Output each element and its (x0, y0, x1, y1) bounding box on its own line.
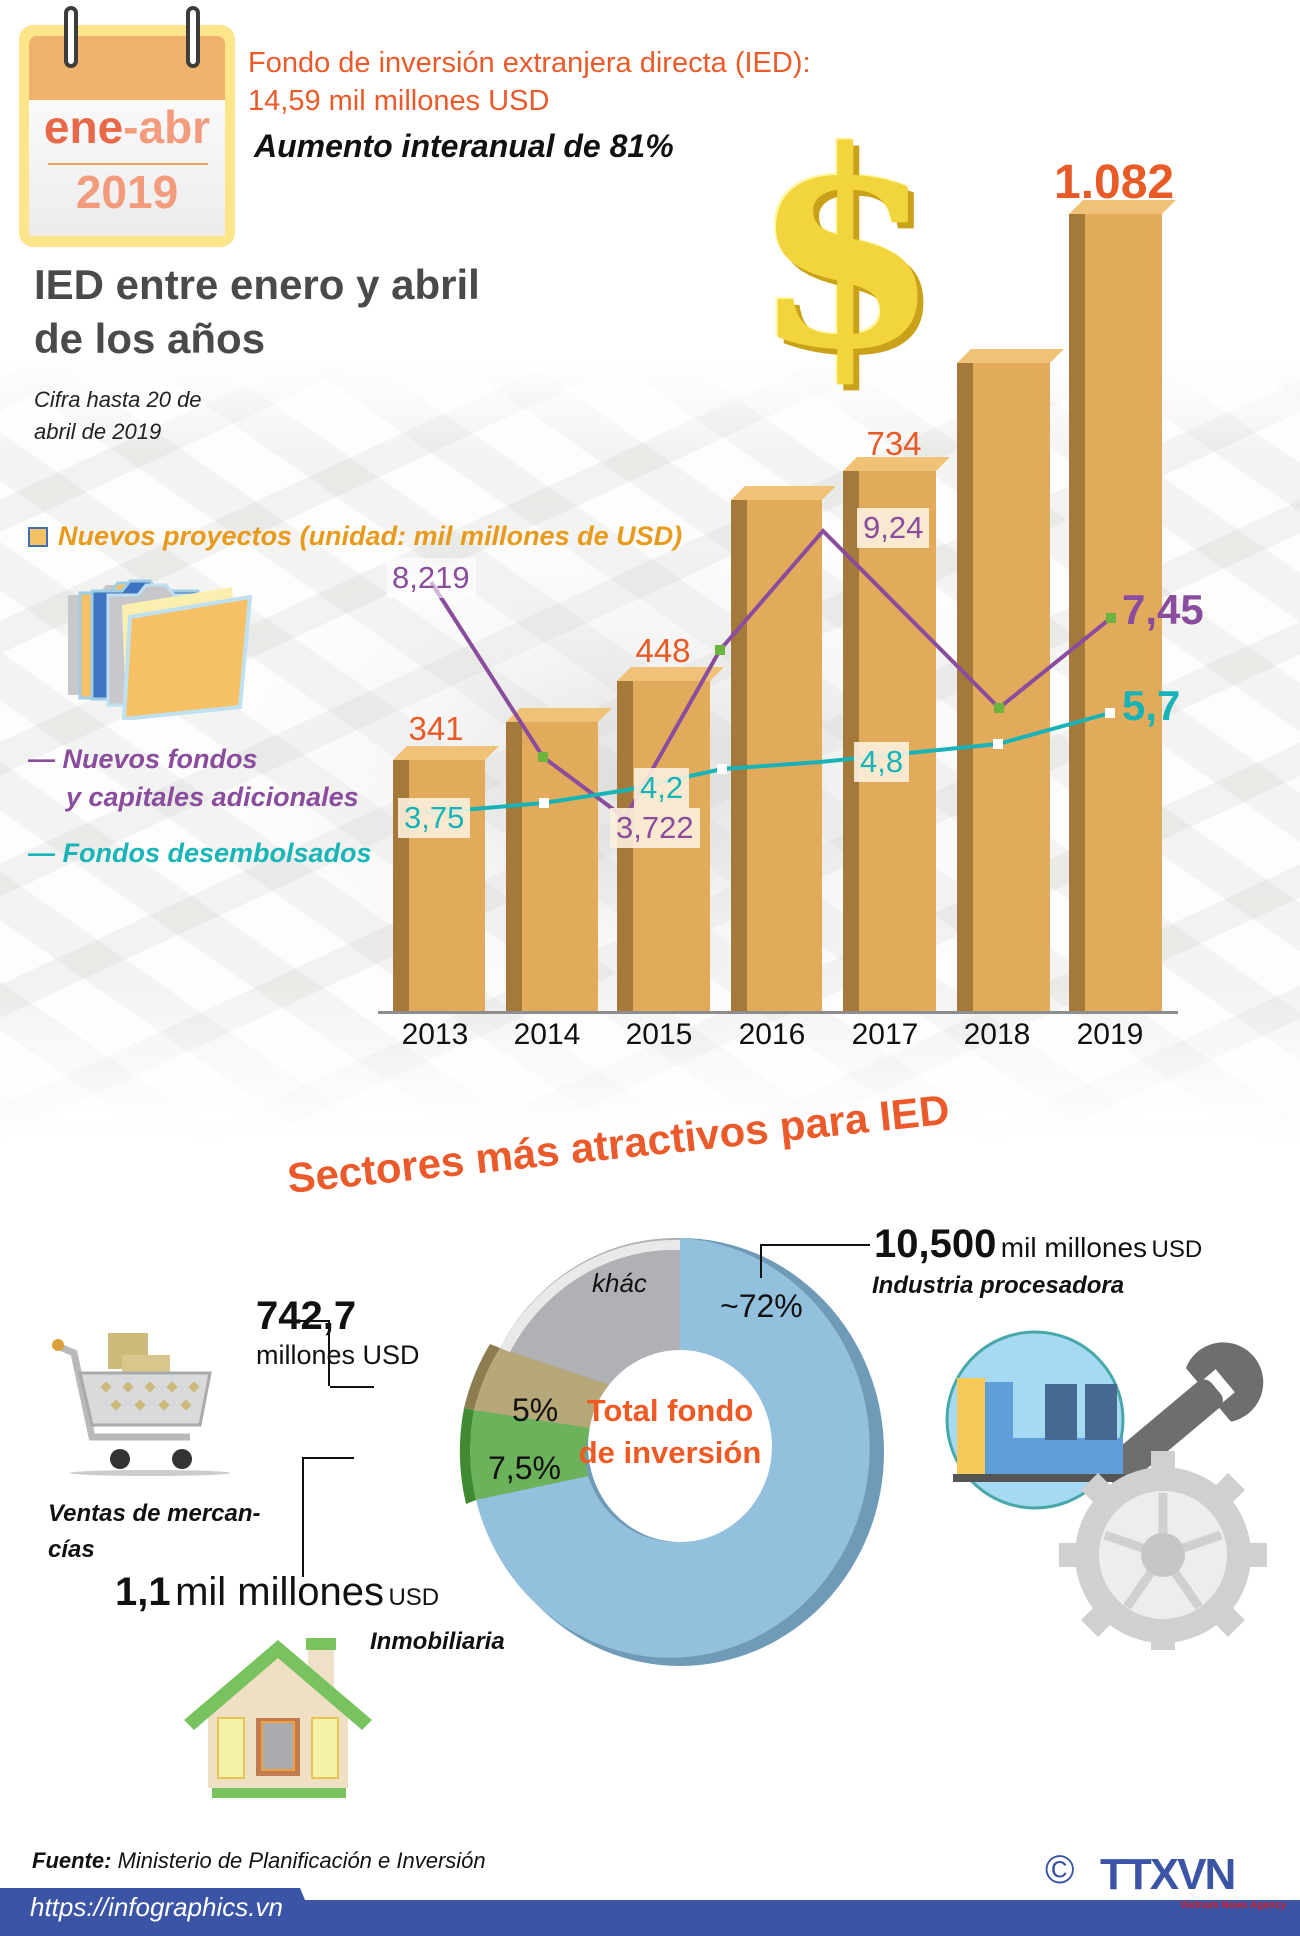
donut-center-label: Total fondo de inversión (560, 1390, 780, 1474)
bar-2014 (506, 722, 598, 1012)
legend-projects: Nuevos proyectos (unidad: mil millones d… (28, 521, 682, 552)
x-tick-2018: 2018 (963, 1018, 1031, 1051)
bar-label-2013: 341 (408, 710, 464, 747)
legend-disbursed: — Fondos desembolsados (28, 838, 372, 868)
chart-title: IED entre enero y abril de los años (34, 258, 480, 366)
manufacturing-amount: 10,500 (874, 1222, 997, 1266)
x-tick-2016: 2016 (738, 1018, 806, 1051)
legend-square-icon (28, 526, 48, 547)
house-icon (184, 1638, 372, 1798)
manufacturing-unit: mil millones (1000, 1232, 1148, 1263)
bar-2019 (1069, 214, 1162, 1012)
fdi-total-value: 14,59 mil millones USD (248, 85, 550, 117)
legend-new-funds-line2: y capitales adicionales (66, 782, 359, 812)
purple-label-2015: 3,722 (610, 808, 700, 848)
bar-label-2019: 1.082 (1054, 156, 1175, 209)
purple-label-2017: 9,24 (857, 508, 930, 548)
shopping-cart-icon (52, 1333, 230, 1476)
chart-subtitle: Cifra hasta 20 de abril de 2019 (34, 384, 202, 448)
bar-2017 (843, 471, 936, 1012)
fdi-total-label: Fondo de inversión extranjera directa (I… (248, 47, 811, 79)
industry-gear-icon (945, 1330, 1267, 1650)
real-estate-pct: 7,5% (488, 1450, 561, 1486)
ttxvn-logo-subtitle: Vietnam News Agency (1180, 1900, 1287, 1911)
website-link[interactable]: https://infographics.vn (30, 1892, 283, 1922)
trade-unit: millones USD (256, 1340, 420, 1370)
sector-donut-chart (459, 1237, 884, 1666)
center-label-line1: Total fondo (586, 1393, 754, 1428)
fdi-total: Fondo de inversión extranjera directa (I… (248, 44, 811, 120)
bar-label-2017: 734 (866, 425, 922, 462)
trade-pct: 5% (512, 1392, 559, 1428)
growth-text: Aumento interanual de 81% (254, 128, 674, 164)
calendar-divider (48, 163, 208, 165)
calendar-month: ene-abr (29, 100, 225, 154)
line-series (425, 528, 1116, 821)
x-tick-2015: 2015 (625, 1018, 693, 1051)
teal-label-2017: 4,8 (854, 742, 910, 782)
trade-leader-line-end (330, 1386, 374, 1388)
footer-tab (0, 1888, 320, 1936)
legend-new-funds-line1: — Nuevos fondos (28, 744, 258, 774)
month-start: ene (43, 101, 124, 153)
calendar-ring-icon (64, 6, 78, 68)
bar-label-2015: 448 (635, 632, 691, 669)
x-tick-2014: 2014 (513, 1018, 581, 1051)
dollar-sign-icon: $ (752, 91, 940, 409)
source-label: Fuente: (32, 1848, 112, 1873)
real-estate-unit: mil millones (175, 1570, 384, 1614)
manufacturing-value: 10,500 mil millones USD (874, 1222, 1202, 1267)
source-text: Ministerio de Planificación e Inversión (117, 1848, 486, 1873)
subtitle-line1: Cifra hasta 20 de (34, 387, 202, 412)
x-tick-2013: 2013 (401, 1018, 469, 1051)
calendar-page (29, 100, 225, 236)
real-estate-currency: USD (388, 1584, 440, 1611)
folder-icon (68, 579, 253, 720)
chart-title-line2: de los años (34, 315, 266, 362)
purple-label-2013: 8,219 (386, 558, 476, 598)
ttxvn-logo: TTXVN (1100, 1850, 1236, 1899)
chart-title-line1: IED entre enero y abril (34, 261, 480, 308)
copyright-icon: © (1045, 1848, 1075, 1892)
subtitle-line2: abril de 2019 (34, 419, 162, 444)
x-tick-2017: 2017 (851, 1018, 919, 1051)
center-label-line2: de inversión (578, 1435, 762, 1470)
manufacturing-currency: USD (1151, 1236, 1203, 1263)
month-end: -abr (123, 101, 211, 153)
purple-label-2019: 7,45 (1122, 586, 1204, 633)
manufacturing-pct: ~72% (720, 1288, 803, 1324)
teal-label-2013: 3,75 (398, 798, 471, 838)
teal-label-2019: 5,7 (1122, 682, 1181, 729)
x-tick-2019: 2019 (1076, 1018, 1144, 1051)
calendar-year: 2019 (75, 166, 179, 218)
trade-name: Ventas de mercan- cías (48, 1496, 261, 1568)
real-estate-amount: 1,1 (115, 1570, 171, 1614)
calendar-ring-icon (186, 6, 200, 68)
teal-label-2015: 4,2 (634, 768, 690, 808)
legend-new-funds: — Nuevos fondos y capitales adicionales (28, 740, 359, 816)
trade-name-line1: Ventas de mercan- (48, 1500, 261, 1527)
trade-name-line2: cías (48, 1536, 95, 1563)
trade-amount: 742,7 (256, 1294, 357, 1338)
manufacturing-leader-line (760, 1244, 870, 1278)
real-estate-leader-line (302, 1457, 354, 1577)
trade-leader-line (282, 1320, 330, 1386)
x-axis (378, 1011, 1178, 1014)
manufacturing-name: Industria procesadora (872, 1272, 1125, 1299)
real-estate-value: 1,1 mil millones USD (115, 1570, 439, 1615)
legend-projects-label: Nuevos proyectos (unidad: mil millones d… (58, 521, 683, 551)
source-note: Fuente: Ministerio de Planificación e In… (32, 1848, 486, 1874)
bar-2018 (957, 363, 1050, 1012)
other-segment-label: khác (592, 1268, 647, 1298)
real-estate-name: Inmobiliaria (370, 1628, 505, 1655)
